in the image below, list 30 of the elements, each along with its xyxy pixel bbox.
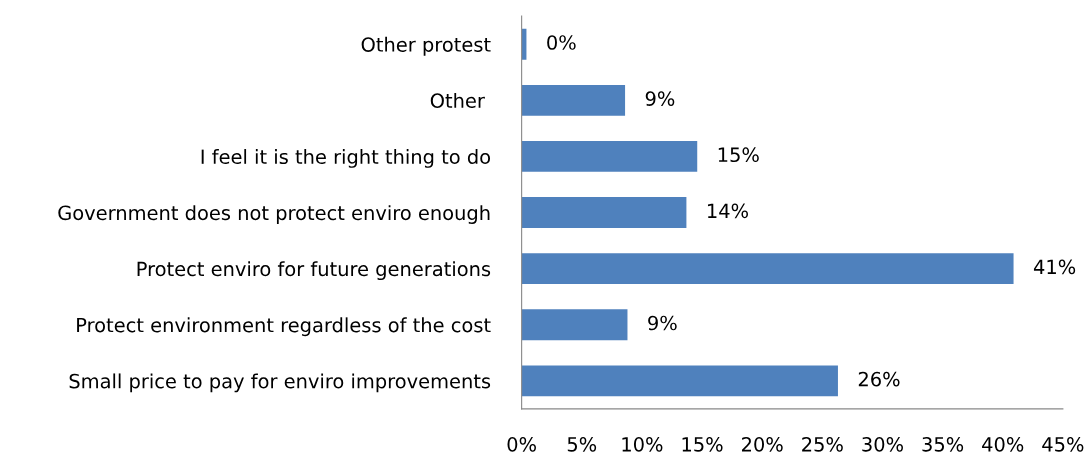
data-label: 9% bbox=[645, 91, 675, 106]
y-tick-label: Protect environment regardless of the cost bbox=[77, 317, 491, 337]
x-tick-label: 20% bbox=[741, 436, 783, 452]
data-label: 9% bbox=[648, 315, 677, 331]
x-tick-label: 40% bbox=[982, 436, 1024, 452]
bar bbox=[521, 197, 687, 228]
y-tick-label: Other protest bbox=[361, 36, 491, 56]
y-tick-label: Small price to pay for enviro improvements bbox=[69, 373, 491, 393]
y-tick-label: Government does not protect enviro enough bbox=[58, 205, 490, 224]
y-tick-label: I feel it is the right thing to do bbox=[201, 149, 491, 168]
bar bbox=[521, 309, 628, 341]
bar bbox=[521, 84, 626, 116]
x-tick-label: 30% bbox=[862, 436, 903, 452]
data-label: 0% bbox=[547, 35, 576, 50]
x-tick-label: 45% bbox=[1042, 436, 1084, 452]
bar bbox=[521, 140, 698, 172]
x-tick-label: 15% bbox=[682, 436, 723, 452]
x-tick-label: 0% bbox=[507, 436, 536, 452]
y-tick-label: Protect enviro for future generations bbox=[137, 261, 491, 281]
data-label: 41% bbox=[1033, 259, 1076, 275]
bar bbox=[521, 365, 838, 397]
x-tick-label: 5% bbox=[567, 436, 597, 452]
data-label: 14% bbox=[707, 203, 748, 219]
bar bbox=[521, 253, 1014, 285]
x-tick-label: 25% bbox=[802, 436, 843, 452]
data-label: 15% bbox=[718, 147, 759, 163]
x-tick-label: 35% bbox=[922, 436, 964, 452]
y-tick-label: Other bbox=[430, 92, 485, 108]
data-label: 26% bbox=[858, 371, 900, 387]
x-tick-label: 10% bbox=[622, 436, 663, 452]
